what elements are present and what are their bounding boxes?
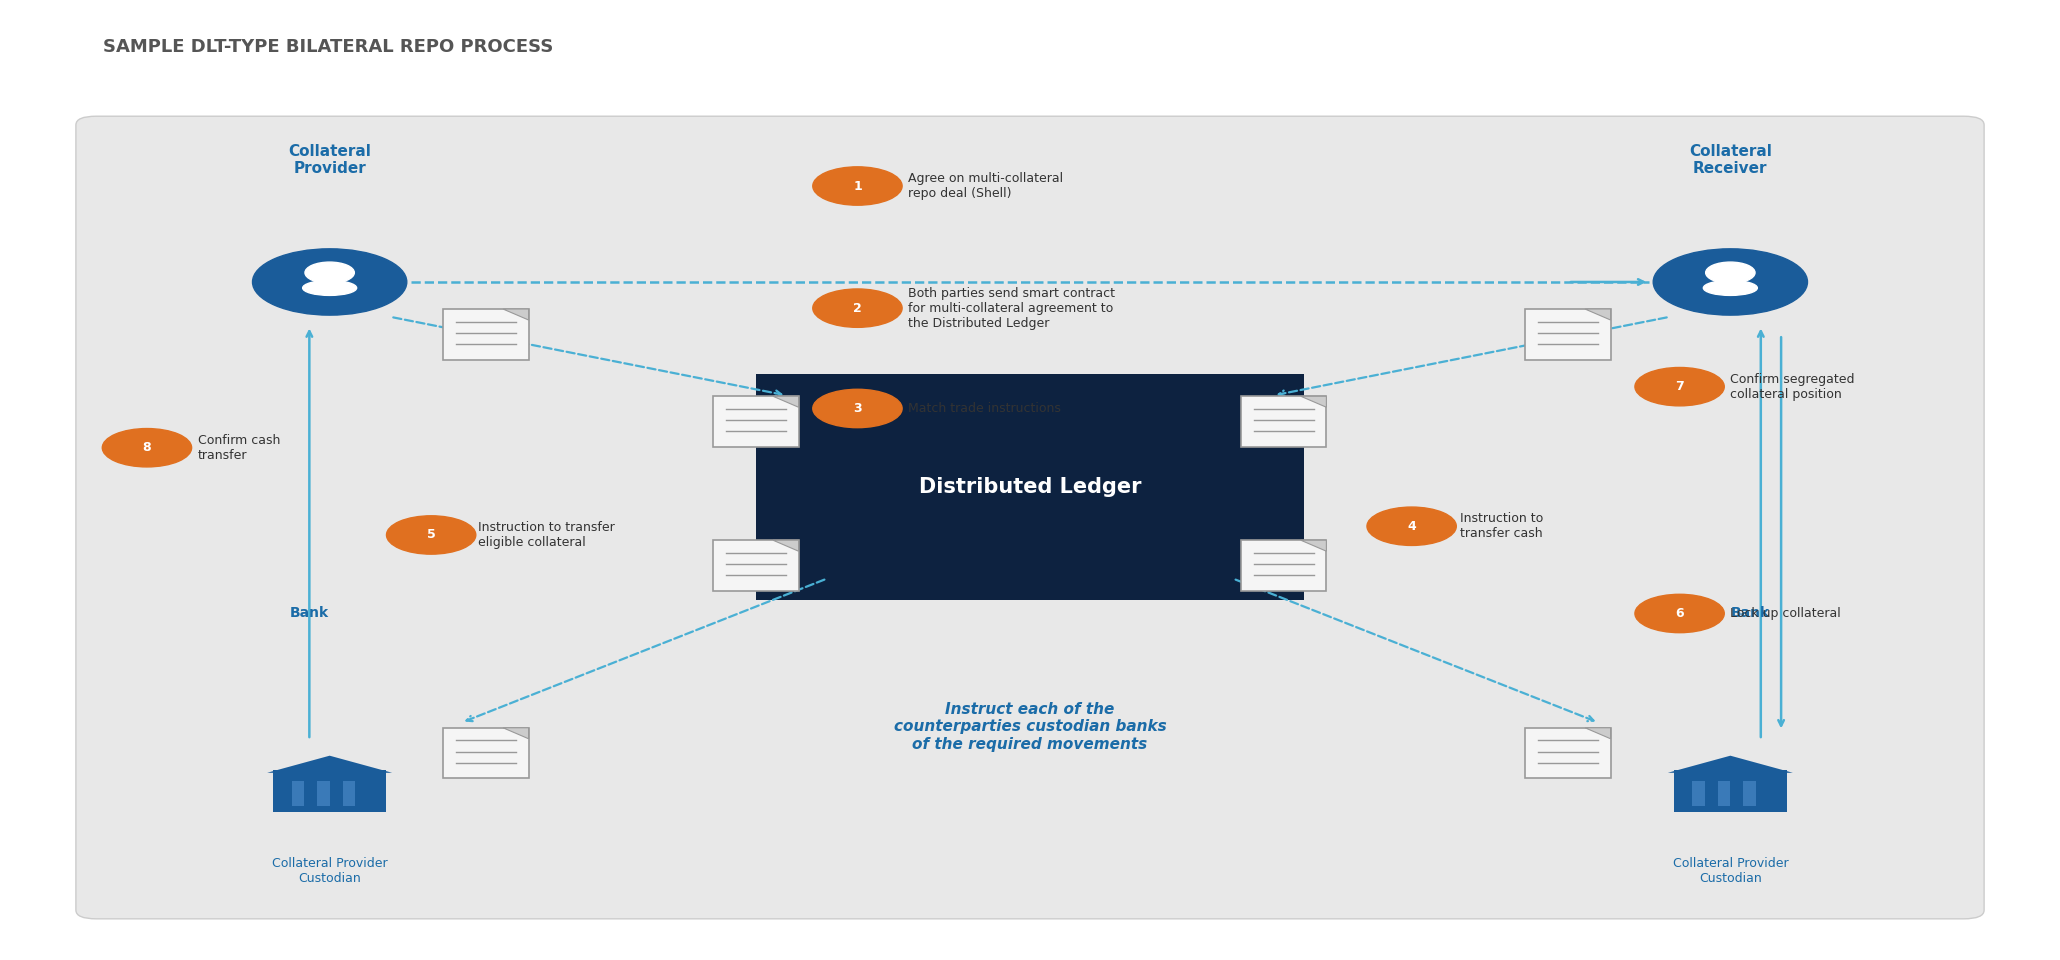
Text: Bank: Bank <box>290 607 330 620</box>
Text: Match trade instructions: Match trade instructions <box>908 402 1061 415</box>
Circle shape <box>814 167 902 205</box>
Text: Bank: Bank <box>1730 607 1770 620</box>
FancyBboxPatch shape <box>1524 309 1611 360</box>
FancyBboxPatch shape <box>272 773 387 812</box>
Circle shape <box>387 516 476 554</box>
Polygon shape <box>772 396 799 407</box>
Text: Confirm segregated
collateral position: Confirm segregated collateral position <box>1730 372 1854 400</box>
Text: Lock up collateral: Lock up collateral <box>1730 607 1842 620</box>
FancyBboxPatch shape <box>713 396 799 446</box>
Text: 5: 5 <box>426 528 435 541</box>
Polygon shape <box>503 309 529 320</box>
Text: 4: 4 <box>1407 519 1415 533</box>
Text: 7: 7 <box>1675 380 1683 394</box>
Text: Instruction to
transfer cash: Instruction to transfer cash <box>1461 513 1543 540</box>
FancyBboxPatch shape <box>293 781 305 805</box>
Text: Both parties send smart contract
for multi-collateral agreement to
the Distribut: Both parties send smart contract for mul… <box>908 287 1114 329</box>
Text: Collateral
Receiver: Collateral Receiver <box>1689 144 1772 176</box>
Circle shape <box>1636 594 1724 633</box>
Circle shape <box>253 249 406 315</box>
Text: Instruction to transfer
eligible collateral: Instruction to transfer eligible collate… <box>478 521 614 549</box>
FancyBboxPatch shape <box>443 309 529 360</box>
Text: Agree on multi-collateral
repo deal (Shell): Agree on multi-collateral repo deal (She… <box>908 172 1063 200</box>
Circle shape <box>1368 507 1456 545</box>
FancyBboxPatch shape <box>1673 770 1788 774</box>
Polygon shape <box>1669 756 1792 773</box>
Circle shape <box>305 262 354 283</box>
Polygon shape <box>503 728 529 739</box>
FancyBboxPatch shape <box>272 770 387 774</box>
Circle shape <box>1654 249 1807 315</box>
Circle shape <box>1706 262 1755 283</box>
FancyBboxPatch shape <box>1691 781 1706 805</box>
FancyBboxPatch shape <box>756 373 1304 600</box>
Polygon shape <box>1300 540 1327 551</box>
FancyBboxPatch shape <box>1743 781 1755 805</box>
FancyBboxPatch shape <box>317 781 330 805</box>
FancyBboxPatch shape <box>713 540 799 590</box>
Polygon shape <box>268 756 391 773</box>
Text: Collateral
Provider: Collateral Provider <box>288 144 371 176</box>
Text: 1: 1 <box>853 180 861 193</box>
Polygon shape <box>772 540 799 551</box>
Text: Distributed Ledger: Distributed Ledger <box>919 477 1141 497</box>
Text: SAMPLE DLT-TYPE BILATERAL REPO PROCESS: SAMPLE DLT-TYPE BILATERAL REPO PROCESS <box>103 38 554 57</box>
Text: 6: 6 <box>1675 607 1683 620</box>
Circle shape <box>1636 368 1724 406</box>
Polygon shape <box>1584 309 1611 320</box>
FancyBboxPatch shape <box>1240 396 1327 446</box>
Text: Instruct each of the
counterparties custodian banks
of the required movements: Instruct each of the counterparties cust… <box>894 702 1166 752</box>
Text: Collateral Provider
Custodian: Collateral Provider Custodian <box>1673 857 1788 885</box>
Text: 3: 3 <box>853 402 861 415</box>
Text: Collateral Provider
Custodian: Collateral Provider Custodian <box>272 857 387 885</box>
Text: 2: 2 <box>853 301 861 315</box>
Circle shape <box>814 289 902 327</box>
Polygon shape <box>1584 728 1611 739</box>
FancyBboxPatch shape <box>1718 781 1730 805</box>
Text: Confirm cash
transfer: Confirm cash transfer <box>198 434 280 462</box>
Circle shape <box>814 390 902 427</box>
Ellipse shape <box>303 280 356 296</box>
Ellipse shape <box>1704 280 1757 296</box>
FancyBboxPatch shape <box>342 781 354 805</box>
Text: 8: 8 <box>142 442 150 454</box>
FancyBboxPatch shape <box>1524 728 1611 779</box>
Polygon shape <box>1300 396 1327 407</box>
FancyBboxPatch shape <box>1673 773 1788 812</box>
Circle shape <box>103 428 192 467</box>
FancyBboxPatch shape <box>76 116 1984 919</box>
FancyBboxPatch shape <box>443 728 529 779</box>
FancyBboxPatch shape <box>1240 540 1327 590</box>
